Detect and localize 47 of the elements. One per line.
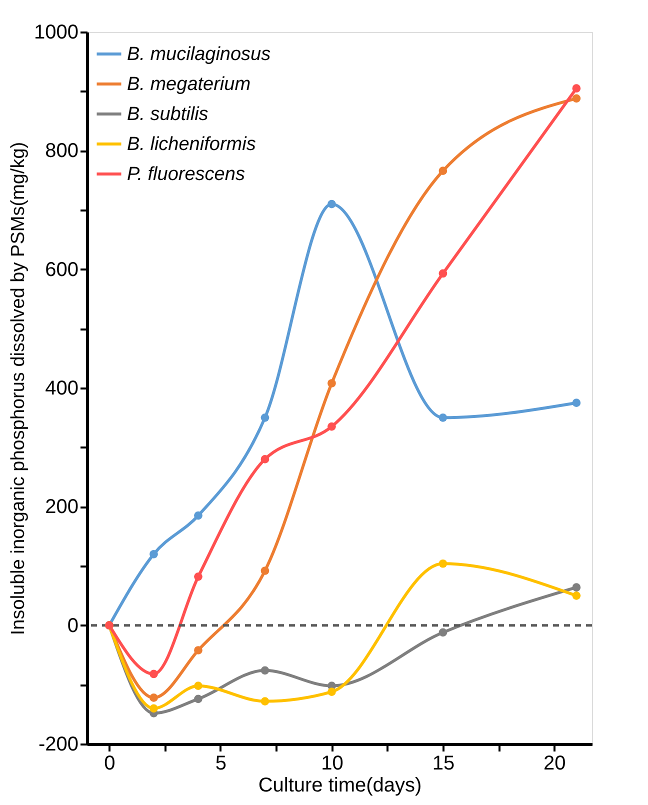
y-tick-label: -200	[38, 734, 78, 756]
point	[438, 269, 448, 278]
point	[260, 666, 270, 675]
point	[572, 398, 581, 408]
x-tick-label: 0	[104, 752, 116, 774]
point	[328, 200, 336, 208]
y-tick-label: 600	[45, 258, 78, 281]
point	[438, 559, 448, 568]
point	[438, 628, 448, 637]
y-axis-title: Insoluble inorganic phosphorus dissolved by PSMs(mg/kg)	[8, 142, 30, 636]
point	[194, 511, 202, 520]
legend-label: B. mucilaginosus	[127, 44, 272, 65]
legend-label: P. fluorescens	[127, 164, 246, 185]
point	[438, 166, 448, 176]
point	[438, 413, 448, 422]
point	[260, 455, 270, 464]
point	[572, 84, 581, 93]
point	[150, 704, 158, 713]
point	[260, 413, 270, 422]
x-tick-label: 20	[544, 752, 566, 774]
point	[150, 670, 158, 678]
x-tick-label: 15	[432, 752, 455, 774]
point	[150, 550, 158, 558]
y-tick-label: 0	[67, 614, 78, 637]
x-tick-label: 10	[321, 752, 344, 774]
x-axis-title: Culture time(days)	[258, 774, 422, 796]
point	[572, 583, 581, 592]
point	[260, 566, 270, 575]
point	[194, 682, 202, 690]
point	[150, 694, 158, 702]
legend-label: B. subtilis	[127, 104, 209, 125]
point	[260, 697, 270, 706]
point	[194, 572, 202, 581]
x-tick-label: 5	[215, 752, 227, 774]
legend-label: B. megaterium	[127, 74, 251, 95]
legend-label: B. licheniformis	[127, 134, 256, 155]
point	[572, 591, 581, 600]
point	[328, 422, 336, 431]
point	[194, 694, 202, 704]
y-tick-label: 1000	[34, 22, 78, 44]
point	[328, 379, 336, 388]
point	[194, 646, 202, 654]
point	[572, 94, 581, 103]
point	[328, 688, 336, 696]
y-tick-label: 800	[45, 140, 78, 162]
y-tick-label: 400	[45, 378, 78, 400]
y-tick-label: 200	[45, 496, 78, 518]
